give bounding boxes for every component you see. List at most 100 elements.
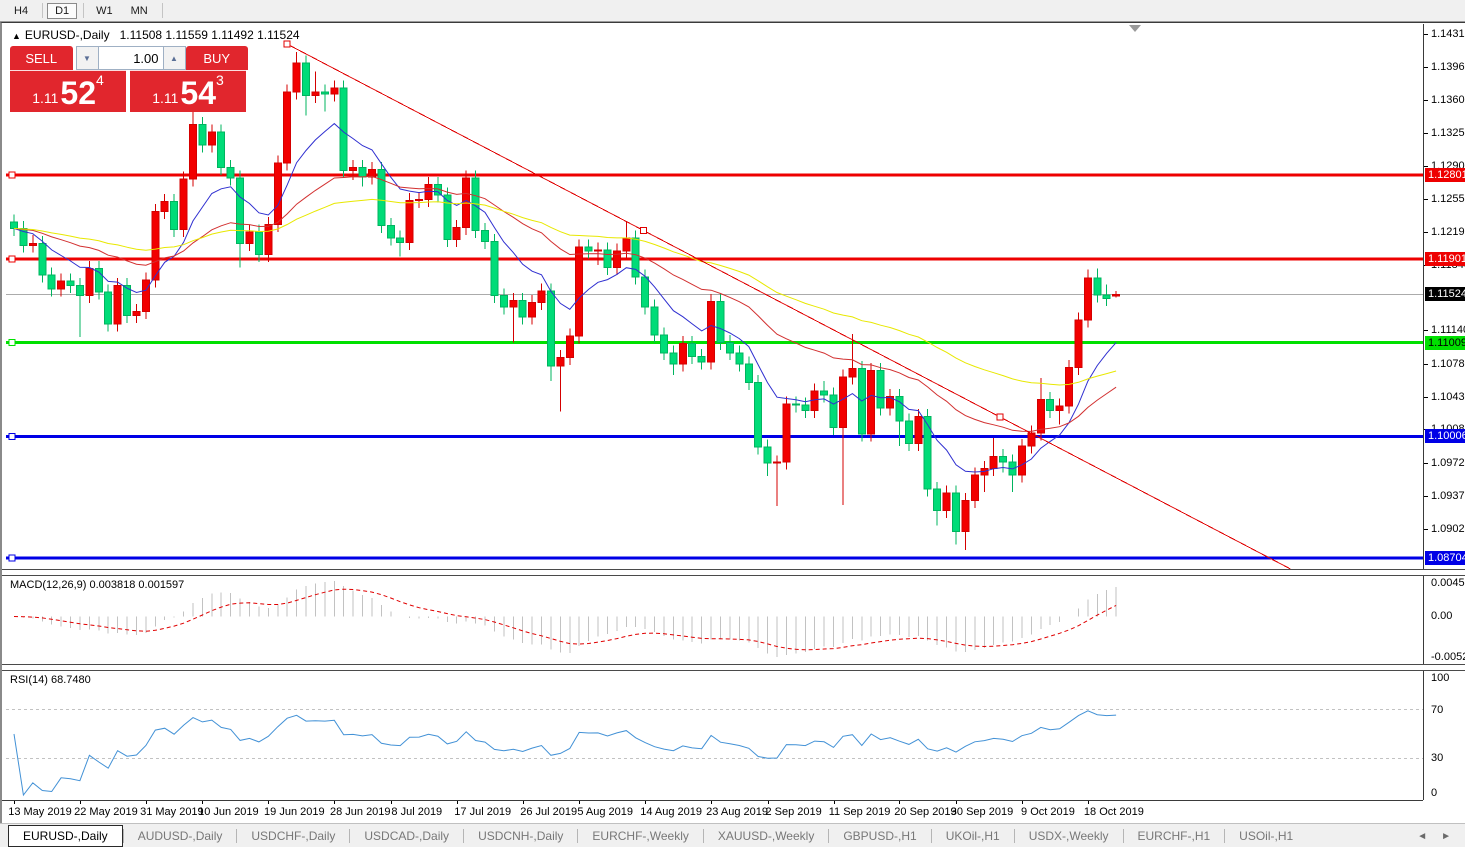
line-handle — [8, 339, 16, 347]
line-handle — [8, 432, 16, 440]
sell-price-prefix: 1.11 — [32, 90, 59, 106]
price-axis[interactable]: 1.143101.139601.136001.132501.129001.125… — [1423, 24, 1465, 800]
tab-separator — [349, 829, 351, 843]
chart-tab[interactable]: USDCAD-,Daily — [364, 829, 450, 843]
chart-tab[interactable]: USDCHF-,Daily — [251, 829, 336, 843]
pane-splitter-rsi[interactable] — [2, 664, 1465, 671]
macd-pane[interactable] — [4, 574, 1423, 664]
price-axis-label: 1.10430 — [1431, 390, 1465, 403]
rsi-axis-label: 0 — [1431, 787, 1438, 799]
chart-tab[interactable]: XAUUSD-,Weekly — [717, 829, 815, 843]
line-handle — [8, 171, 16, 179]
date-axis-label: 31 May 2019 — [140, 806, 204, 818]
macd-signal-line — [13, 588, 1117, 651]
toolbar-separator — [161, 3, 163, 18]
price-level-badge: 1.12801 — [1425, 168, 1465, 183]
volume-decrease-button[interactable]: ▼ — [75, 46, 99, 70]
date-axis-label: 10 Jun 2019 — [198, 806, 259, 818]
buy-price-point: 3 — [216, 72, 224, 88]
axis-tick — [1424, 463, 1428, 465]
chart-tab[interactable]: EURCHF-,Weekly — [592, 829, 689, 843]
volume-input[interactable] — [98, 46, 163, 70]
chart-tab[interactable]: GBPUSD-,H1 — [843, 829, 917, 843]
buy-price-pips: 54 — [180, 75, 216, 111]
chart-tab[interactable]: AUDUSD-,Daily — [137, 829, 223, 843]
date-tick — [1087, 801, 1089, 804]
date-axis-label: 11 Sep 2019 — [828, 806, 891, 818]
price-axis-label: 1.14310 — [1431, 28, 1465, 40]
timeframe-button-w1[interactable]: W1 — [96, 4, 113, 17]
price-level-badge: 1.11901 — [1425, 252, 1465, 267]
sell-button[interactable]: SELL — [10, 46, 73, 70]
tab-separator — [236, 829, 238, 843]
line-handle — [8, 554, 16, 562]
tab-separator — [930, 829, 932, 843]
buy-button[interactable]: BUY — [185, 46, 248, 70]
date-axis-label: 17 Jul 2019 — [454, 806, 512, 818]
tab-separator — [702, 829, 704, 843]
axis-tick — [1424, 165, 1428, 167]
chart-window: ▲ EURUSD-,Daily 1.11508 1.11559 1.11492 1.… — [0, 22, 1465, 824]
date-tick — [645, 801, 647, 804]
trendline — [286, 43, 1291, 569]
date-axis-label: 5 Aug 2019 — [577, 806, 634, 818]
volume-stepper: ▼ ▲ — [75, 46, 186, 70]
macd-axis-label: -0.005205 — [1431, 651, 1465, 663]
tabs-scroll-left-icon[interactable]: ◄ — [1417, 830, 1428, 842]
date-tick — [899, 801, 901, 804]
date-tick — [334, 801, 336, 804]
price-axis-label: 1.10780 — [1431, 357, 1465, 370]
chart-tabs-bar: EURUSD-,Daily AUDUSD-,Daily USDCHF-,Daily U… — [0, 823, 1465, 847]
timeframe-button-mn[interactable]: MN — [130, 4, 148, 17]
volume-increase-button[interactable]: ▲ — [162, 46, 186, 70]
date-axis[interactable]: 13 May 2019 22 May 2019 31 May 2019 10 Jun … — [2, 800, 1423, 823]
axis-tick — [1424, 133, 1428, 135]
date-tick — [145, 801, 147, 804]
axis-tick — [1424, 66, 1428, 68]
tab-separator — [1122, 829, 1124, 843]
rsi-axis-label: 100 — [1431, 672, 1450, 684]
chart-tab[interactable]: USOil-,H1 — [1239, 829, 1294, 843]
timeframe-button-h4[interactable]: H4 — [14, 4, 29, 17]
pane-splitter-macd[interactable] — [2, 569, 1465, 576]
timeframe-toolbar: H4 D1 W1 MN — [0, 0, 1465, 22]
macd-label: MACD(12,26,9) 0.003818 0.001597 — [10, 579, 185, 591]
price-axis-label: 1.09720 — [1431, 457, 1465, 470]
buy-price-prefix: 1.11 — [152, 90, 179, 106]
tab-separator — [1013, 829, 1015, 843]
price-level-badge: 1.10006 — [1425, 429, 1465, 444]
price-level-badge: 1.08704 — [1425, 551, 1465, 566]
chart-tab[interactable]: EURUSD-,Daily — [8, 825, 123, 847]
tab-separator — [577, 829, 579, 843]
chart-symbol-label: EURUSD-,Daily — [24, 28, 110, 42]
date-axis-label: 26 Jul 2019 — [520, 806, 578, 818]
trendline-handle — [283, 40, 291, 48]
tabs-scroll-right-icon[interactable]: ► — [1441, 830, 1451, 842]
date-axis-label: 30 Sep 2019 — [950, 806, 1014, 818]
chart-shift-marker[interactable] — [1129, 25, 1141, 32]
rsi-pane[interactable] — [4, 669, 1423, 800]
chart-tab[interactable]: USDX-,Weekly — [1028, 829, 1109, 843]
chart-tab[interactable]: USDCNH-,Daily — [478, 829, 564, 843]
chart-title: ▲ EURUSD-,Daily 1.11508 1.11559 1.11492 1.… — [12, 28, 300, 42]
price-chart[interactable] — [4, 24, 1423, 569]
axis-tick — [1424, 528, 1428, 530]
date-tick — [833, 801, 835, 804]
chart-tab[interactable]: UKOil-,H1 — [945, 829, 1000, 843]
chart-tab[interactable]: EURCHF-,H1 — [1137, 829, 1211, 843]
buy-price-box[interactable]: 1.11 54 3 — [130, 70, 246, 112]
axis-tick — [1424, 232, 1428, 234]
rsi-axis-label: 30 — [1431, 752, 1444, 765]
date-tick — [522, 801, 524, 804]
date-axis-label: 14 Aug 2019 — [640, 806, 703, 818]
chart-collapse-icon[interactable]: ▲ — [12, 31, 21, 41]
timeframe-button-d1[interactable]: D1 — [47, 2, 78, 19]
price-axis-label: 1.11140 — [1431, 324, 1465, 337]
axis-tick — [1424, 198, 1428, 200]
tab-separator — [828, 829, 830, 843]
axis-tick — [1424, 34, 1428, 35]
sell-price-box[interactable]: 1.11 52 4 — [10, 70, 126, 112]
axis-tick — [1424, 100, 1428, 102]
date-tick — [711, 801, 713, 804]
